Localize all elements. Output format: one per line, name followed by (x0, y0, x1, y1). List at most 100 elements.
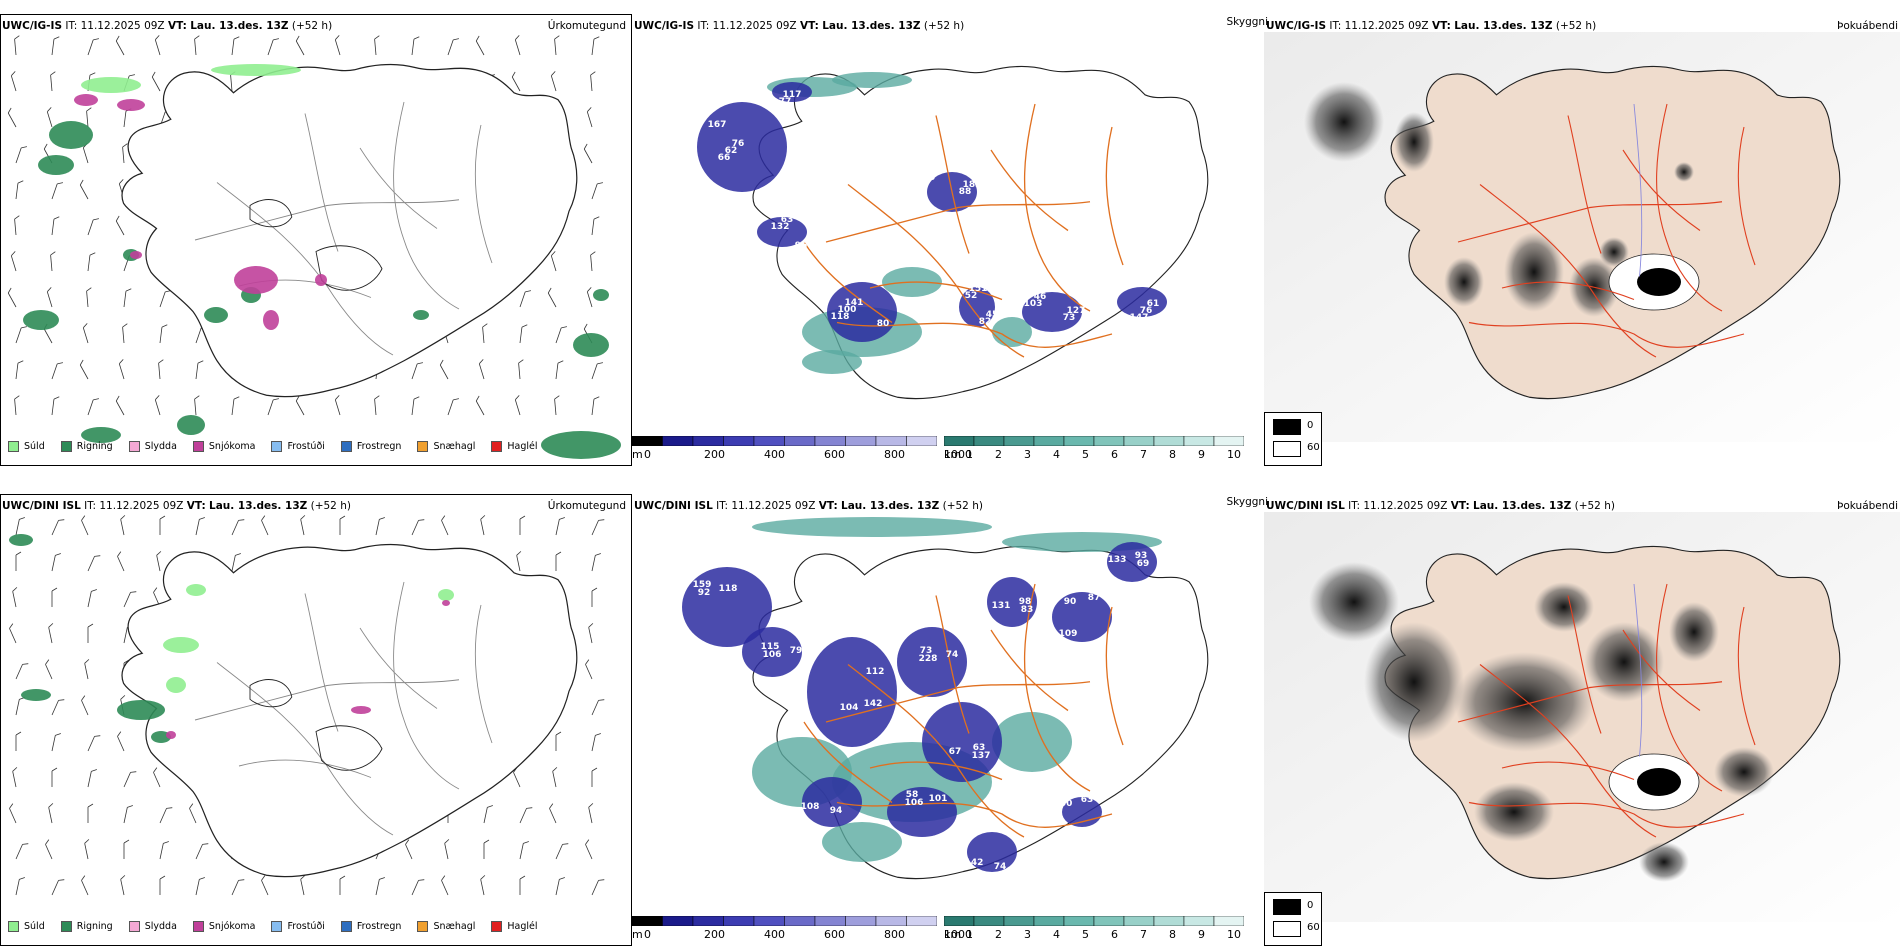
legend-item: Rigning (60, 920, 113, 932)
cloudbase-labels: 167 132 80 52 73 56 88 93 6266 63 118 151 127 147 183 7… (708, 90, 1160, 329)
fog-legend-swatch-min (1273, 899, 1301, 915)
cloudbase-value: 104 (840, 703, 859, 713)
cloudbase-value: 117 (783, 90, 802, 100)
legend-item: Haglél (491, 440, 538, 452)
cloudbase-tick: 800 (884, 928, 905, 941)
panel-title: Skyggni (1226, 496, 1269, 508)
cloudbase-value: 46 (1034, 292, 1047, 302)
cloudbase-tick: 600 (824, 448, 845, 461)
panel-header: UWC/DINI ISL IT: 11.12.2025 09Z VT: Lau.… (2, 500, 351, 512)
cloudbase-tick: 0 (644, 928, 651, 941)
visibility-colorbar: km 1 2 3 4 5 6 7 8 9 10 (944, 916, 1264, 942)
fog-legend-max: 60 (1307, 442, 1320, 453)
legend-label: Frostúði (287, 920, 325, 932)
legend-swatch (491, 440, 503, 452)
cloudbase-value: 93 (772, 104, 785, 114)
cloudbase-value: 80 (877, 319, 890, 329)
visibility-tick: 8 (1169, 448, 1176, 461)
cloudbase-value: 127 (1067, 306, 1086, 316)
legend-item: Frostregn (340, 920, 401, 932)
visibility-tick: 4 (1053, 448, 1060, 461)
cloudbase-panel: 1671328052735688936266631181511271471837… (632, 0, 1268, 470)
visibility-tick: 9 (1198, 928, 1205, 941)
fog-index-panel: UWC/DINI ISL IT: 11.12.2025 09Z VT: Lau.… (1264, 480, 1900, 950)
legend-label: Frostúði (287, 440, 325, 452)
visibility-tick: 8 (1169, 928, 1176, 941)
precip-legend: Súld Rigning Slydda Snjókoma Frostúði Fr… (2, 915, 630, 937)
cloudbase-value: 76 (1140, 306, 1153, 316)
legend-swatch (417, 440, 429, 452)
cloudbase-value: 87 (1088, 593, 1101, 603)
cloudbase-value: 67 (949, 747, 962, 757)
legend-swatch (128, 440, 140, 452)
cloudbase-value: 118 (719, 584, 738, 594)
fog-map (1264, 32, 1900, 442)
cloudbase-value: 118 (831, 312, 850, 322)
cloudbase-value: 115 (761, 642, 780, 652)
precip-map (0, 494, 632, 946)
cloudbase-value: 108 (801, 802, 820, 812)
legend-swatch (128, 920, 140, 932)
cloudbase-map: 159 115 142 73 63 58 98 109 93 142 63 108 118 79 104 74… (632, 512, 1264, 922)
panel-title: Þokuábendi (1837, 20, 1898, 32)
cloudbase-unit: m (632, 448, 643, 461)
cloudbase-value: 137 (972, 751, 991, 761)
visibility-tick: 1 (966, 448, 973, 461)
cloudbase-value: 66 (718, 153, 731, 163)
fog-legend-min: 0 (1307, 420, 1314, 431)
cloudbase-value: 98 (1019, 597, 1032, 607)
legend-label: Haglél (507, 920, 538, 932)
panel-title: Úrkomutegund (547, 500, 626, 512)
cloudbase-value: 133 (1108, 555, 1127, 565)
visibility-tick: 9 (1198, 448, 1205, 461)
visibility-tick: 5 (1082, 928, 1089, 941)
legend-label: Súld (24, 440, 45, 452)
cloudbase-value: 77 (779, 97, 792, 107)
cloudbase-tick: 200 (704, 928, 725, 941)
fog-legend: 0 60 (1264, 892, 1322, 946)
cloudbase-panel: 159 115 142 73 63 58 98 109 93 142 63 108 118 79 104 74… (632, 480, 1268, 950)
legend-label: Slydda (144, 440, 177, 452)
cloudbase-value: 141 (845, 298, 864, 308)
cloudbase-value: 100 (838, 305, 857, 315)
cloudbase-value: 142 (965, 858, 984, 868)
legend-item: Snjókoma (192, 440, 255, 452)
precip-map (0, 14, 632, 466)
legend-label: Snæhagl (433, 440, 476, 452)
cloudbase-value: 56 (1126, 280, 1139, 290)
legend-label: Slydda (144, 920, 177, 932)
cloudbase-value: 94 (830, 806, 843, 816)
cloudbase-tick: 0 (644, 448, 651, 461)
cloudbase-value: 112 (866, 667, 885, 677)
visibility-tick: 10 (1227, 448, 1241, 461)
cloudbase-tick: 1000 (944, 928, 972, 941)
visibility-tick: 3 (1024, 928, 1031, 941)
cloudbase-value: 147 (1130, 313, 1149, 323)
cloudbase-tick: 400 (764, 448, 785, 461)
cloudbase-value: 96 (970, 826, 983, 836)
legend-item: Frostregn (340, 440, 401, 452)
fog-legend-min: 0 (1307, 900, 1314, 911)
panel-title: Þokuábendi (1837, 500, 1898, 512)
legend-swatch (60, 920, 72, 932)
cloudbase-colorbar: m 0 200 400 600 800 1000 (632, 916, 972, 942)
cloudbase-tick: 1000 (944, 448, 972, 461)
cloudbase-value: 106 (905, 798, 924, 808)
legend-item: Súld (8, 920, 45, 932)
visibility-tick: 3 (1024, 448, 1031, 461)
cloudbase-value: 63 (973, 743, 986, 753)
panel-header: UWC/IG-IS IT: 11.12.2025 09Z VT: Lau. 13… (1266, 20, 1597, 32)
visibility-tick: 2 (995, 448, 1002, 461)
visibility-tick: 1 (966, 928, 973, 941)
cloudbase-value: 74 (946, 650, 959, 660)
visibility-tick: 2 (995, 928, 1002, 941)
fog-map (1264, 512, 1900, 922)
cloudbase-value: 45 (986, 310, 999, 320)
legend-label: Snæhagl (433, 920, 476, 932)
legend-label: Súld (24, 920, 45, 932)
cloudbase-value: 83 (1021, 605, 1034, 615)
precip-type-panel: UWC/DINI ISL IT: 11.12.2025 09Z VT: Lau.… (0, 480, 632, 950)
precip-legend: Súld Rigning Slydda Snjókoma Frostúði Fr… (2, 435, 630, 457)
cloudbase-value: 74 (994, 862, 1007, 872)
cloudbase-tick: 800 (884, 448, 905, 461)
